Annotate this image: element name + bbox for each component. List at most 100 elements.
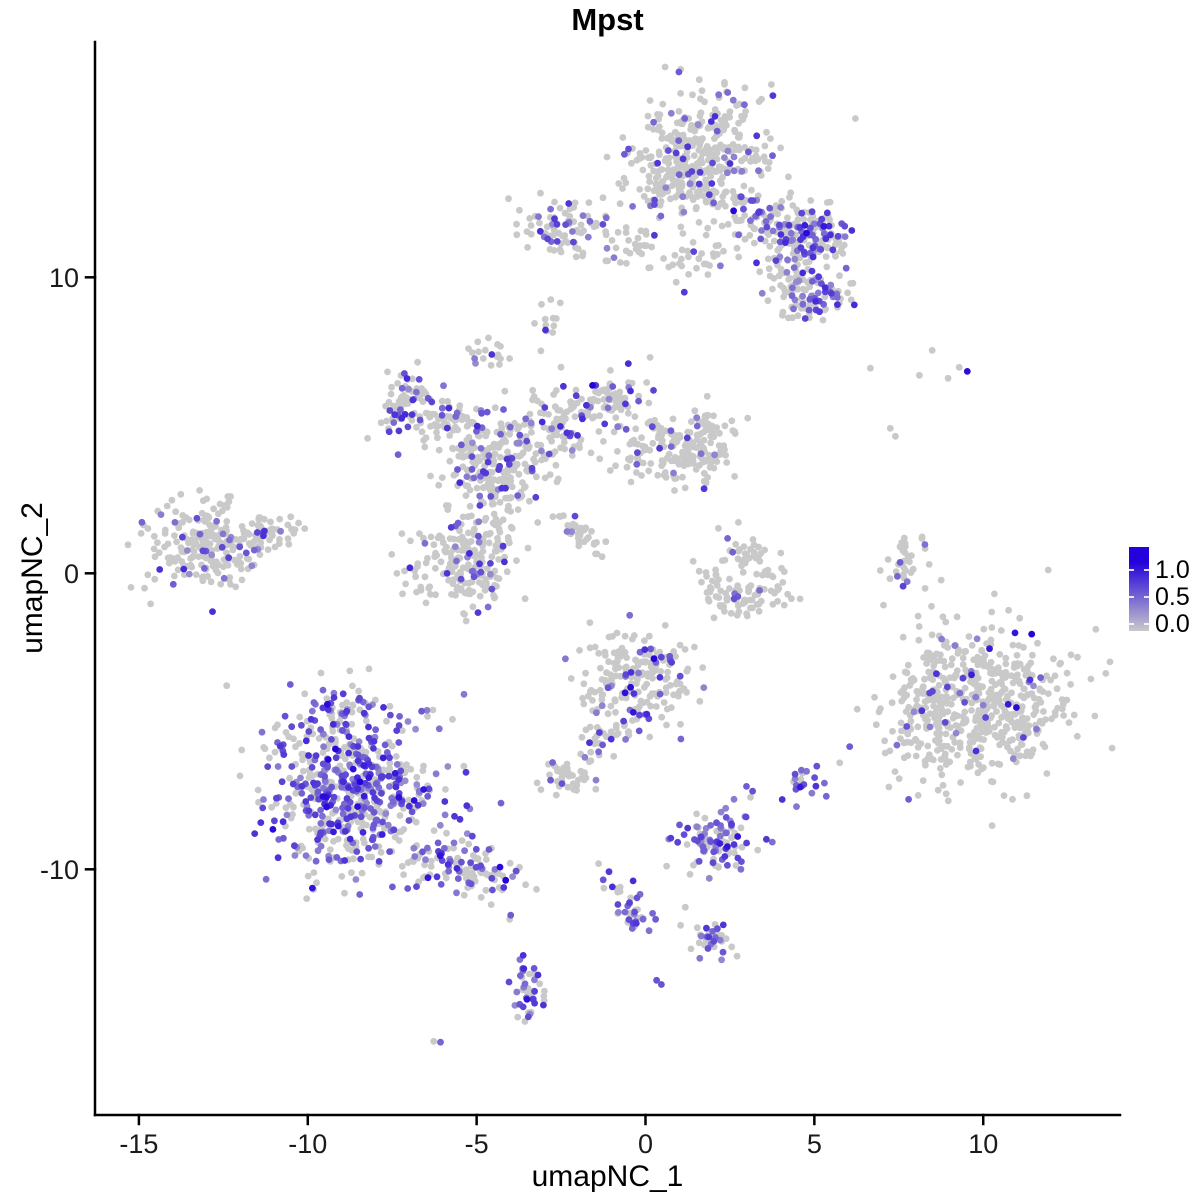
cell-point — [732, 199, 739, 207]
cell-point — [615, 180, 623, 187]
cell-point — [644, 185, 652, 193]
cell-point — [961, 708, 969, 716]
cell-point — [427, 590, 434, 598]
cell-point — [339, 690, 347, 698]
cell-point — [174, 566, 182, 574]
cell-point — [321, 773, 329, 780]
cell-point — [742, 813, 750, 821]
cell-point — [400, 826, 408, 833]
cell-point — [809, 244, 817, 252]
cell-point — [650, 387, 657, 394]
cell-point — [365, 723, 372, 731]
cell-point — [391, 769, 399, 777]
cell-point — [287, 513, 295, 521]
cell-point — [723, 459, 731, 466]
cell-point — [716, 840, 724, 847]
cell-point — [569, 228, 576, 235]
cell-point — [299, 767, 307, 775]
cell-point — [602, 231, 610, 239]
cell-point — [541, 404, 549, 411]
cell-point — [468, 832, 476, 840]
cell-point — [347, 813, 355, 821]
cell-point — [366, 813, 374, 821]
cell-point — [729, 188, 737, 195]
cell-point — [218, 507, 226, 515]
cell-point — [710, 614, 718, 622]
cell-point — [586, 217, 594, 225]
cell-point — [603, 153, 611, 161]
cell-point — [635, 397, 642, 405]
cell-point — [684, 143, 692, 151]
cell-point — [634, 661, 642, 669]
cell-point — [420, 786, 428, 793]
cell-point — [600, 438, 607, 445]
cell-point — [767, 213, 774, 221]
cell-point — [179, 533, 186, 541]
cell-point — [680, 288, 688, 296]
cell-point — [262, 875, 270, 883]
cell-point — [670, 648, 677, 655]
cell-point — [454, 875, 462, 882]
cell-point — [580, 776, 588, 784]
cell-point — [822, 235, 830, 243]
cell-point — [673, 158, 681, 166]
cell-point — [161, 543, 168, 551]
cell-point — [412, 818, 420, 826]
cell-point — [987, 658, 995, 666]
cell-point — [590, 541, 598, 548]
colorbar-tick-label: 1.0 — [1155, 556, 1190, 584]
cell-point — [1005, 606, 1012, 614]
cell-point — [185, 516, 193, 524]
cell-point — [341, 857, 349, 864]
cell-point — [386, 754, 393, 762]
cell-point — [956, 689, 964, 697]
cell-point — [206, 540, 214, 548]
cell-point — [525, 445, 532, 452]
cell-point — [319, 760, 327, 768]
cell-point — [571, 512, 579, 520]
cell-point — [952, 671, 959, 679]
cell-point — [414, 358, 421, 366]
cell-point — [505, 195, 512, 203]
cell-point — [612, 708, 619, 716]
cell-point — [646, 264, 654, 271]
cell-point — [427, 472, 434, 480]
cell-point — [639, 166, 647, 174]
cell-point — [690, 152, 698, 160]
cell-point — [614, 423, 622, 431]
cell-point — [157, 511, 165, 518]
cell-point — [370, 745, 377, 752]
cell-point — [706, 457, 713, 465]
cell-point — [281, 712, 289, 720]
cell-point — [207, 578, 215, 586]
cell-point — [483, 429, 491, 436]
cell-point — [1023, 715, 1031, 722]
cell-point — [306, 770, 314, 777]
cell-point — [545, 411, 552, 418]
cell-point — [627, 683, 634, 691]
cell-point — [968, 641, 976, 649]
cell-point — [1030, 682, 1037, 690]
cell-point — [314, 788, 322, 795]
cell-point — [980, 625, 988, 633]
cell-point — [324, 700, 331, 708]
cell-point — [633, 680, 640, 687]
cell-point — [461, 847, 468, 855]
cell-point — [425, 785, 433, 793]
cell-point — [179, 518, 187, 526]
cell-point — [719, 199, 726, 206]
cell-point — [611, 404, 618, 412]
cell-point — [405, 385, 412, 393]
cell-point — [925, 561, 933, 568]
cell-point — [484, 458, 492, 466]
cell-point — [193, 514, 201, 522]
cell-point — [622, 671, 630, 678]
cell-point — [834, 232, 842, 240]
cell-point — [557, 363, 565, 371]
cell-point — [910, 708, 918, 716]
cell-point — [959, 674, 967, 682]
cell-point — [741, 235, 749, 243]
cell-point — [692, 466, 700, 473]
cell-point — [552, 791, 560, 799]
cell-point — [709, 859, 717, 867]
